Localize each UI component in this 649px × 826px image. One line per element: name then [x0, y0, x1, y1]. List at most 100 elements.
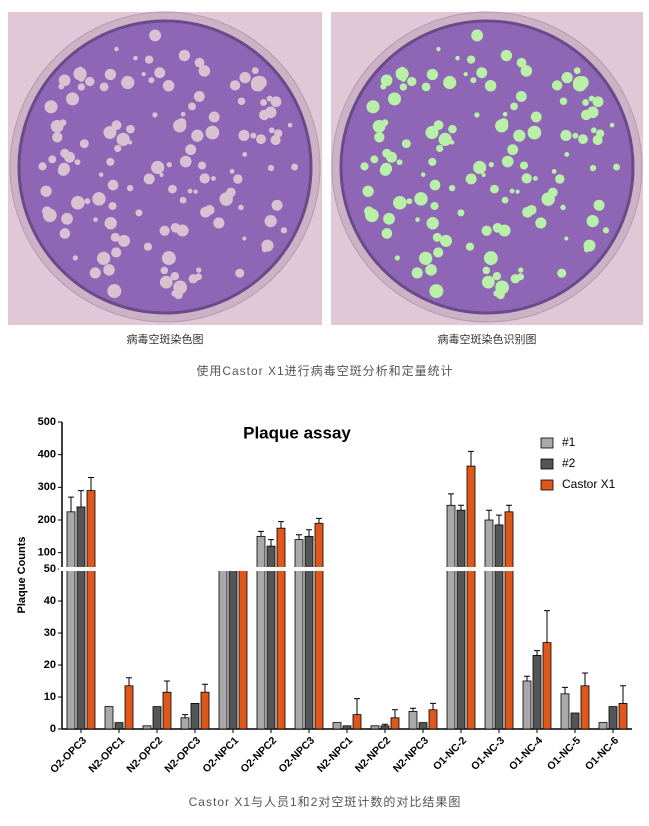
plaque	[99, 82, 109, 92]
error-bar	[582, 672, 588, 686]
error-bar	[486, 509, 492, 520]
bar	[522, 680, 532, 730]
error-bar	[430, 702, 436, 710]
plaque	[141, 71, 146, 77]
plaque	[179, 155, 192, 168]
plaque	[60, 148, 70, 158]
plaque-detected	[396, 159, 403, 166]
plaque-detected	[476, 67, 488, 79]
plaque	[173, 119, 187, 133]
bar	[76, 506, 86, 730]
plaque-detected	[421, 82, 431, 92]
plaque	[280, 227, 288, 234]
bar	[218, 568, 228, 730]
x-tick-label: N2-NPC2	[353, 734, 393, 774]
plaque	[114, 46, 119, 52]
plaque	[194, 131, 202, 139]
x-tick-label: N2-OPC1	[86, 734, 127, 775]
plaque-detected	[364, 206, 374, 217]
error-bar	[202, 683, 208, 693]
bar	[484, 519, 494, 730]
error-bar	[562, 686, 568, 694]
plaque	[178, 49, 191, 62]
plaque-detected	[436, 144, 444, 153]
plaque-detected	[362, 185, 374, 197]
error-bar	[410, 707, 416, 712]
bar	[276, 527, 286, 730]
axis-break	[59, 567, 504, 571]
bar	[304, 535, 314, 730]
plaque	[121, 75, 135, 90]
plaque	[57, 164, 69, 176]
legend-label: Castor X1	[562, 477, 616, 491]
plaque	[242, 152, 248, 157]
plaque	[270, 96, 282, 108]
plaque-detected	[509, 188, 515, 194]
plaque	[264, 106, 277, 119]
plaque-detected	[440, 234, 453, 247]
bar	[180, 717, 190, 730]
chart-title: Plaque assay	[243, 423, 351, 442]
plaque-detected	[481, 275, 495, 289]
plaque	[126, 124, 135, 134]
plaque	[206, 130, 214, 137]
plaque-detected	[465, 173, 477, 185]
plaque	[188, 102, 196, 111]
plaque-detected	[560, 204, 566, 211]
plaque-detected	[448, 124, 457, 134]
plaque	[250, 77, 265, 92]
bar	[266, 545, 276, 730]
error-bar	[524, 675, 530, 681]
plaque-detected	[586, 214, 599, 228]
plaque	[197, 161, 207, 170]
bar	[200, 691, 210, 730]
plaque-detected	[516, 131, 524, 139]
y-axis-label: Plaque Counts	[16, 536, 28, 613]
plaque-detected	[592, 135, 603, 146]
error-bar	[496, 514, 502, 525]
plaque-detected	[414, 192, 428, 206]
error-bar	[278, 521, 284, 529]
plaque	[143, 173, 155, 185]
plaque-detected	[471, 29, 484, 42]
plaque-detected	[551, 169, 557, 174]
legend-label: #2	[562, 456, 576, 470]
plaque-detected	[561, 71, 573, 84]
plaque-detected	[457, 209, 465, 217]
bar	[314, 522, 324, 730]
plaque-detected	[521, 173, 532, 184]
bar	[408, 711, 418, 730]
plaque	[261, 239, 274, 252]
plaque-detected	[530, 111, 542, 123]
bar	[608, 706, 618, 730]
plaque	[235, 268, 245, 278]
plaque-detected	[394, 255, 400, 261]
bar	[466, 465, 476, 730]
plaque	[264, 214, 277, 228]
figure-caption: 使用Castor X1进行病毒空斑分析和定量统计	[196, 363, 453, 378]
plaque	[114, 144, 122, 153]
plaque	[170, 272, 179, 281]
plaque	[151, 160, 165, 175]
error-bar	[182, 714, 188, 718]
bar	[162, 691, 172, 730]
plaque-detected	[425, 264, 437, 276]
plaque-detected	[583, 239, 596, 252]
x-tick-label: O1-NC-2	[431, 734, 469, 772]
plaque-detected	[429, 179, 441, 191]
y-tick-label: 0	[50, 723, 56, 735]
plaque-detected	[500, 49, 513, 62]
error-bar	[392, 709, 398, 718]
bar	[152, 706, 162, 730]
bar	[494, 524, 504, 730]
plaque	[72, 255, 78, 261]
plaque	[173, 280, 187, 295]
plaque-detected	[419, 251, 433, 265]
plaque-detected	[586, 106, 599, 119]
plaque	[229, 169, 235, 174]
bar	[598, 722, 608, 730]
plaque-detected	[436, 46, 441, 52]
error-bar	[316, 517, 322, 524]
bar	[342, 725, 352, 730]
figure-caption: Castor X1与人员1和2对空斑计数的对比结果图	[189, 794, 462, 809]
